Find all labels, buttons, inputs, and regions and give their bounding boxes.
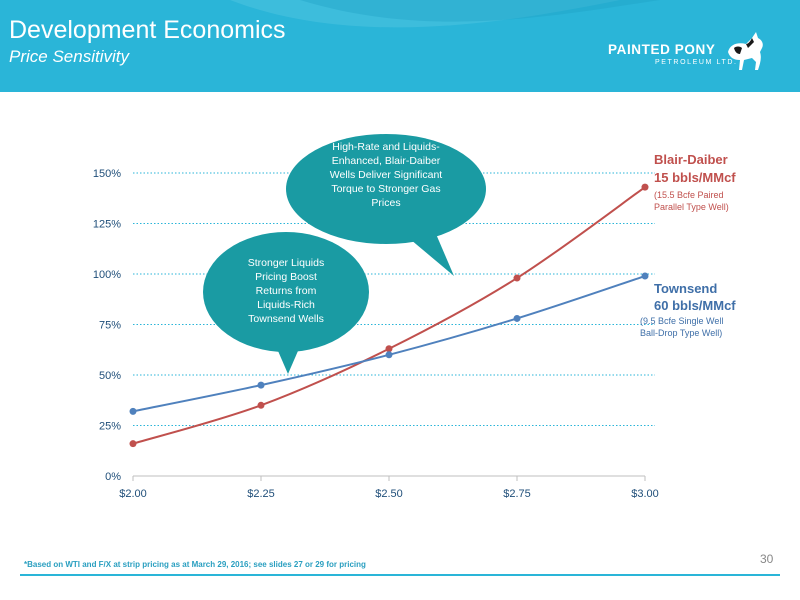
- data-point-townsend: [513, 314, 521, 322]
- y-tick-label: 100%: [93, 269, 121, 281]
- callout-liquids-line: Stronger Liquids: [247, 257, 325, 269]
- header-banner: Development Economics Price Sensitivity …: [0, 0, 800, 92]
- y-tick-label: 25%: [99, 421, 121, 433]
- legend-townsend-name: Townsend: [654, 281, 718, 296]
- x-tick-label: $2.75: [503, 488, 531, 500]
- y-tick-label: 75%: [99, 320, 121, 332]
- data-point-blair-daiber: [385, 345, 393, 353]
- callout-high-rate-line: Torque to Stronger Gas: [331, 183, 441, 195]
- callout-liquids: Stronger Liquids Pricing Boost Returns f…: [203, 232, 369, 374]
- data-point-townsend: [641, 272, 649, 280]
- data-point-townsend: [129, 407, 137, 415]
- callout-liquids-line: Returns from: [255, 285, 317, 297]
- company-logo: PAINTED PONY PETROLEUM LTD.: [608, 30, 778, 80]
- chart: 0% 25% 50% 75% 100% 125% 150% $2.00 $2.25 $2.50 $2…: [93, 168, 659, 500]
- y-tick-label: 50%: [99, 370, 121, 382]
- x-tick-label: $2.25: [247, 488, 275, 500]
- legend-townsend-rate: 60 bbls/MMcf: [654, 298, 736, 313]
- data-point-townsend: [385, 351, 393, 359]
- callout-high-rate-line: Prices: [371, 197, 401, 209]
- x-tick-label: $3.00: [631, 488, 659, 500]
- legend-blair-desc: Parallel Type Well): [654, 202, 729, 212]
- legend-blair-desc: (15.5 Bcfe Paired: [654, 190, 724, 200]
- callout-high-rate-line: Enhanced, Blair-Daiber: [331, 155, 441, 167]
- data-point-blair-daiber: [513, 274, 521, 282]
- data-point-blair-daiber: [641, 183, 649, 191]
- x-tick-label: $2.00: [119, 488, 147, 500]
- x-tick-label: $2.50: [375, 488, 403, 500]
- callout-high-rate-line: High-Rate and Liquids-: [332, 141, 440, 153]
- callout-high-rate: High-Rate and Liquids- Enhanced, Blair-D…: [286, 134, 486, 276]
- horse-icon: [728, 32, 763, 70]
- callout-liquids-line: Liquids-Rich: [257, 299, 315, 311]
- bottom-rule: [20, 574, 780, 576]
- header-swoosh: [230, 0, 660, 28]
- legend-blair-name: Blair-Daiber: [654, 152, 728, 167]
- callout-high-rate-shape: [286, 134, 486, 276]
- legend-townsend-desc: (9.5 Bcfe Single Well: [640, 316, 724, 326]
- legend-townsend-desc: Ball-Drop Type Well): [640, 328, 723, 338]
- legend-blair-rate: 15 bbls/MMcf: [654, 170, 736, 185]
- callout-liquids-line: Townsend Wells: [248, 313, 324, 325]
- y-tick-label: 125%: [93, 219, 121, 231]
- logo-subtitle: PETROLEUM LTD.: [655, 59, 738, 66]
- footnote: *Based on WTI and F/X at strip pricing a…: [24, 560, 366, 569]
- page-subtitle: Price Sensitivity: [9, 47, 129, 66]
- page-title: Development Economics: [9, 16, 286, 44]
- callout-liquids-shape: [203, 232, 369, 374]
- data-point-blair-daiber: [129, 440, 137, 448]
- logo-name: PAINTED PONY: [608, 42, 716, 57]
- data-point-townsend: [257, 381, 265, 389]
- callout-high-rate-line: Wells Deliver Significant: [329, 169, 443, 181]
- callout-liquids-line: Pricing Boost: [255, 271, 317, 283]
- y-tick-label: 0%: [105, 471, 121, 483]
- y-tick-label: 150%: [93, 168, 121, 180]
- page-number: 30: [760, 552, 774, 566]
- data-point-blair-daiber: [257, 401, 265, 409]
